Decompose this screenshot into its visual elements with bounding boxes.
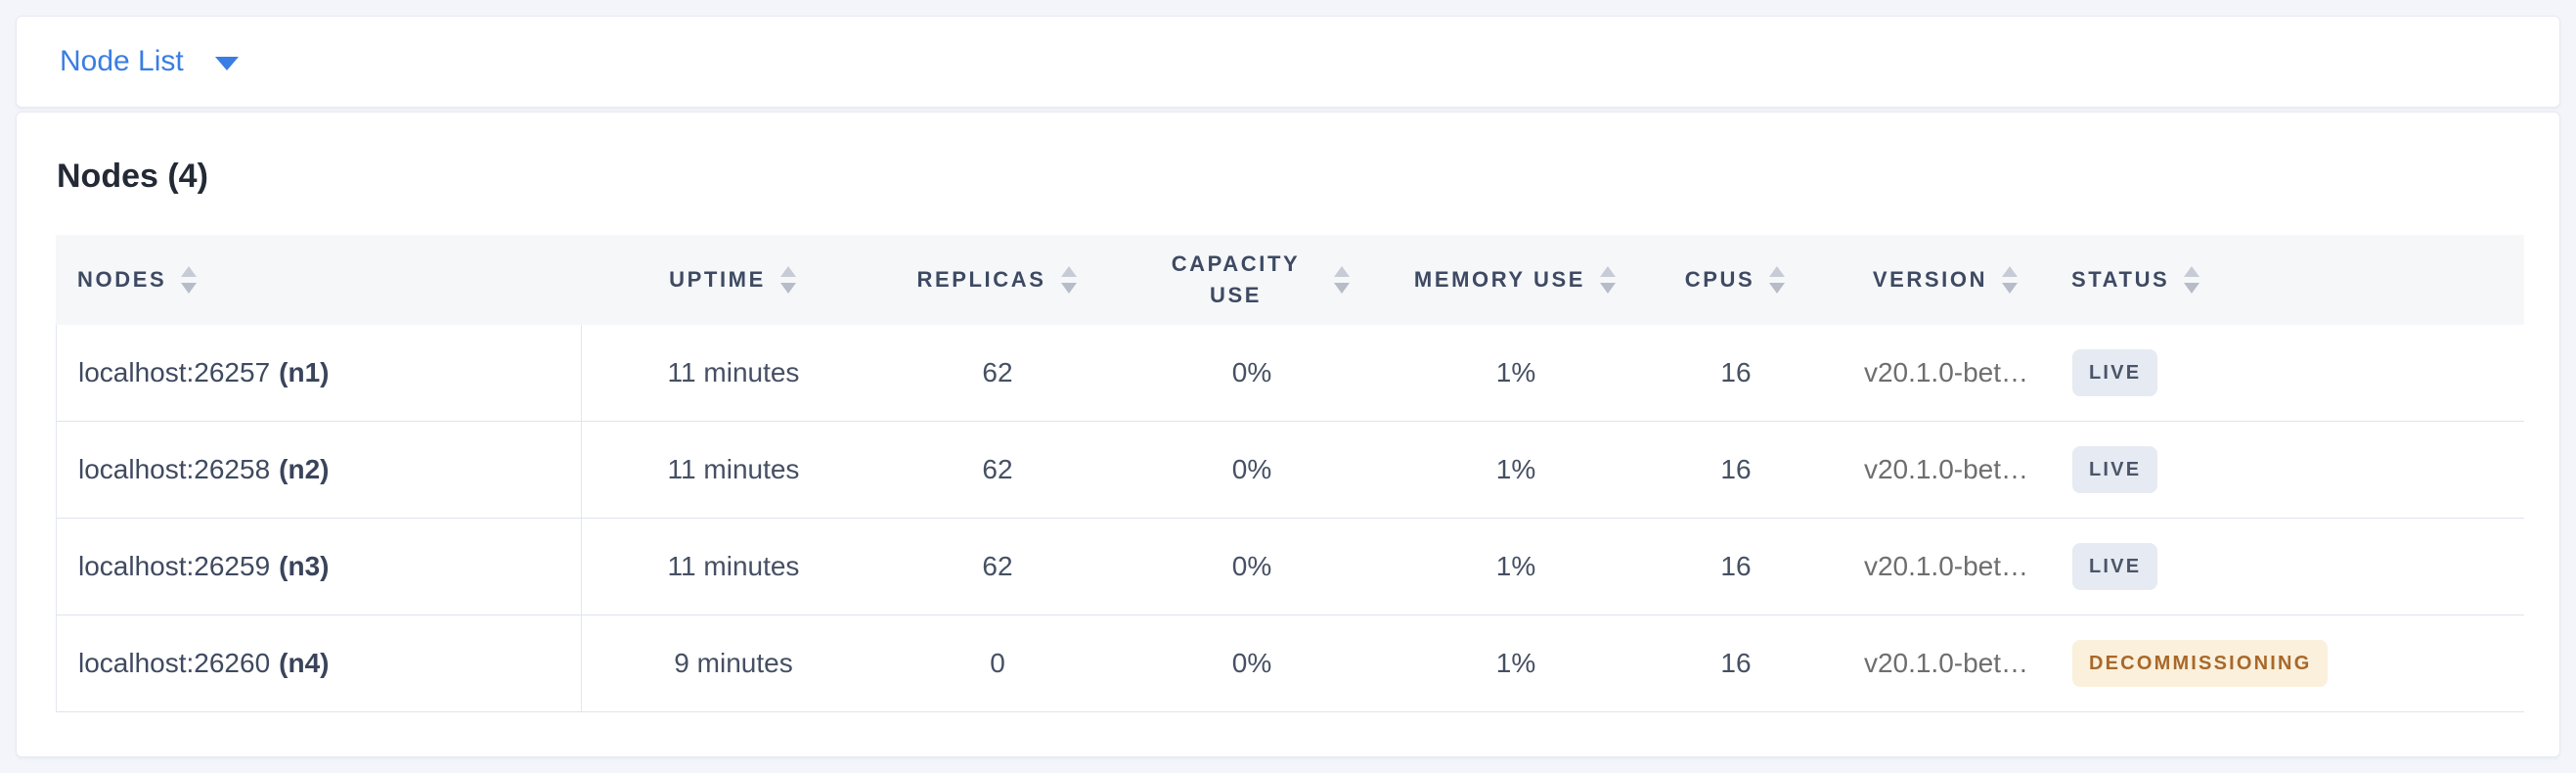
- status-badge: LIVE: [2072, 349, 2158, 396]
- node-name-cell[interactable]: localhost:26260 (n4): [57, 615, 582, 711]
- sort-icon[interactable]: [1333, 266, 1350, 294]
- sort-icon[interactable]: [1600, 266, 1617, 294]
- sort-up-arrow-icon: [2002, 266, 2019, 277]
- replicas-cell: 0: [990, 648, 1005, 678]
- sort-up-arrow-icon: [1600, 266, 1617, 277]
- node-id: (n1): [279, 357, 330, 387]
- view-selector-bar: Node List: [16, 16, 2560, 108]
- node-address: localhost:26260: [78, 648, 271, 678]
- sort-up-arrow-icon: [1769, 266, 1786, 277]
- cpus-cell: 16: [1720, 454, 1752, 484]
- column-header-label: NODES: [77, 267, 167, 293]
- sort-down-arrow-icon: [1060, 283, 1077, 294]
- sort-up-arrow-icon: [181, 266, 198, 277]
- sort-up-arrow-icon: [1060, 266, 1077, 277]
- sort-down-arrow-icon: [1600, 283, 1617, 294]
- version-cell: v20.1.0-bet…: [1863, 648, 2029, 678]
- node-address: localhost:26258: [78, 454, 271, 484]
- node-name-cell[interactable]: localhost:26258 (n2): [57, 422, 582, 518]
- cpus-cell: 16: [1720, 357, 1752, 387]
- column-header-replicas[interactable]: REPLICAS: [884, 235, 1109, 325]
- node-address: localhost:26259: [78, 551, 271, 581]
- node-name-cell[interactable]: localhost:26259 (n3): [57, 519, 582, 614]
- node-id: (n3): [279, 551, 330, 581]
- nodes-table: NODES UPTIME REPLICAS CAPACITY USE MEMORY US…: [56, 235, 2524, 712]
- status-cell: LIVE: [2059, 325, 2524, 421]
- memory-use-cell: 1%: [1495, 454, 1536, 484]
- sort-icon[interactable]: [1060, 266, 1077, 294]
- sort-down-arrow-icon: [2002, 283, 2019, 294]
- column-header-label: VERSION: [1872, 267, 1988, 293]
- status-cell: LIVE: [2059, 422, 2524, 518]
- column-header-status[interactable]: STATUS: [2058, 235, 2524, 325]
- status-cell: DECOMMISSIONING: [2059, 615, 2524, 711]
- table-row[interactable]: localhost:26259 (n3) 11 minutes 62 0% 1% 16 v20…: [56, 519, 2524, 615]
- sort-down-arrow-icon: [779, 283, 796, 294]
- status-badge: LIVE: [2072, 543, 2158, 590]
- sort-icon[interactable]: [2184, 266, 2200, 294]
- uptime-cell: 11 minutes: [667, 551, 800, 581]
- view-selector-dropdown[interactable]: Node List: [60, 47, 239, 76]
- node-name-cell[interactable]: localhost:26257 (n1): [57, 325, 582, 421]
- memory-use-cell: 1%: [1495, 551, 1536, 581]
- table-row[interactable]: localhost:26258 (n2) 11 minutes 62 0% 1% 16 v20…: [56, 422, 2524, 519]
- sort-down-arrow-icon: [1769, 283, 1786, 294]
- version-cell: v20.1.0-bet…: [1863, 454, 2029, 484]
- replicas-cell: 62: [982, 357, 1013, 387]
- table-header-row: NODES UPTIME REPLICAS CAPACITY USE MEMORY US…: [56, 235, 2524, 325]
- table-row[interactable]: localhost:26260 (n4) 9 minutes 0 0% 1% 16 v20.1…: [56, 615, 2524, 712]
- nodes-panel: Nodes (4) NODES UPTIME REPLICAS CAPACITY US…: [16, 112, 2560, 757]
- caret-down-icon: [214, 57, 239, 70]
- sort-icon[interactable]: [2002, 266, 2019, 294]
- capacity-use-cell: 0%: [1231, 551, 1272, 581]
- status-cell: LIVE: [2059, 519, 2524, 614]
- sort-up-arrow-icon: [779, 266, 796, 277]
- table-body: localhost:26257 (n1) 11 minutes 62 0% 1% 16 v20…: [56, 325, 2524, 712]
- node-address: localhost:26257: [78, 357, 271, 387]
- memory-use-cell: 1%: [1495, 357, 1536, 387]
- column-header-version[interactable]: VERSION: [1833, 235, 2058, 325]
- capacity-use-cell: 0%: [1231, 648, 1272, 678]
- capacity-use-cell: 0%: [1231, 357, 1272, 387]
- column-header-nodes[interactable]: NODES: [56, 235, 581, 325]
- replicas-cell: 62: [982, 551, 1013, 581]
- uptime-cell: 9 minutes: [674, 648, 793, 678]
- column-header-label: UPTIME: [669, 267, 766, 293]
- column-header-cpus[interactable]: CPUS: [1637, 235, 1833, 325]
- version-cell: v20.1.0-bet…: [1863, 357, 2029, 387]
- column-header-label: STATUS: [2071, 267, 2170, 293]
- column-header-label: MEMORY USE: [1413, 267, 1586, 293]
- sort-down-arrow-icon: [2184, 283, 2200, 294]
- status-badge: DECOMMISSIONING: [2072, 640, 2329, 687]
- node-id: (n4): [279, 648, 330, 678]
- uptime-cell: 11 minutes: [667, 454, 800, 484]
- uptime-cell: 11 minutes: [667, 357, 800, 387]
- replicas-cell: 62: [982, 454, 1013, 484]
- sort-icon[interactable]: [181, 266, 198, 294]
- capacity-use-cell: 0%: [1231, 454, 1272, 484]
- sort-up-arrow-icon: [2184, 266, 2200, 277]
- column-header-capacity-use[interactable]: CAPACITY USE: [1109, 235, 1393, 325]
- cpus-cell: 16: [1720, 648, 1752, 678]
- sort-icon[interactable]: [1769, 266, 1786, 294]
- status-badge: LIVE: [2072, 446, 2158, 493]
- column-header-label: CAPACITY USE: [1171, 251, 1301, 307]
- table-row[interactable]: localhost:26257 (n1) 11 minutes 62 0% 1% 16 v20…: [56, 325, 2524, 422]
- page-title: Nodes (4): [57, 158, 208, 195]
- column-header-label: CPUS: [1684, 267, 1755, 293]
- memory-use-cell: 1%: [1495, 648, 1536, 678]
- column-header-label: REPLICAS: [916, 267, 1046, 293]
- node-id: (n2): [279, 454, 330, 484]
- version-cell: v20.1.0-bet…: [1863, 551, 2029, 581]
- view-selector-label: Node List: [60, 45, 184, 77]
- sort-up-arrow-icon: [1333, 266, 1350, 277]
- column-header-uptime[interactable]: UPTIME: [581, 235, 884, 325]
- cpus-cell: 16: [1720, 551, 1752, 581]
- sort-down-arrow-icon: [181, 283, 198, 294]
- sort-down-arrow-icon: [1333, 283, 1350, 294]
- sort-icon[interactable]: [779, 266, 796, 294]
- column-header-memory-use[interactable]: MEMORY USE: [1393, 235, 1637, 325]
